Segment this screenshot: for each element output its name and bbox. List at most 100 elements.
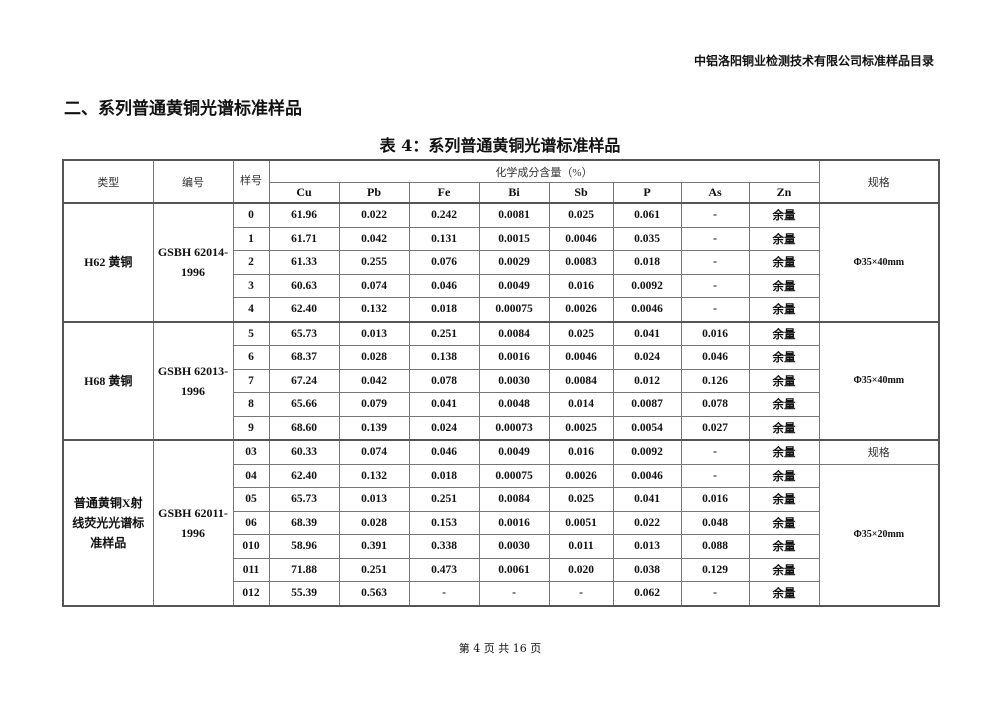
table-row: 010 58.96 0.391 0.338 0.0030 0.011 0.013 0.088 余… (63, 534, 939, 559)
value-cell-pb: 0.042 (338, 368, 410, 393)
value-cell-fe: 0.131 (408, 226, 480, 251)
value-cell-cu: 62.40 (268, 297, 340, 322)
value-cell-sb: 0.020 (548, 557, 614, 582)
value-cell-bi: 0.0030 (478, 534, 550, 559)
value-cell-sb: 0.0026 (548, 297, 614, 322)
value-cell-fe: 0.338 (408, 534, 480, 559)
brass-standards-table: 类型 编号 样号 化学成分含量（%） 规格 Cu Pb Fe Bi Sb P As Zn H6… (62, 159, 941, 607)
value-cell-zn: 余量 (748, 345, 820, 370)
value-cell-pb: 0.391 (338, 534, 410, 559)
sample-no-cell: 6 (232, 345, 270, 370)
value-cell-fe: 0.153 (408, 510, 480, 535)
value-cell-zn: 余量 (748, 581, 820, 606)
table-row: 012 55.39 0.563- - -0.062- 余量 (63, 581, 939, 606)
value-cell-zn: 余量 (748, 557, 820, 582)
value-cell-p: 0.0046 (612, 463, 682, 488)
value-cell-cu: 68.39 (268, 510, 340, 535)
sample-no-cell: 010 (232, 534, 270, 559)
value-cell-pb: 0.074 (338, 439, 410, 465)
value-cell-bi: 0.0048 (478, 392, 550, 417)
sample-no-cell: 2 (232, 250, 270, 275)
code-cell: GSBH 62011-1996 (152, 439, 234, 606)
value-cell-fe: 0.076 (408, 250, 480, 275)
code-cell: GSBH 62013-1996 (152, 320, 234, 441)
value-cell-sb: 0.0046 (548, 345, 614, 370)
value-cell-as: 0.088 (680, 534, 750, 559)
value-cell-cu: 61.96 (268, 202, 340, 228)
value-cell-cu: 65.73 (268, 487, 340, 512)
value-cell-fe: 0.242 (408, 202, 480, 228)
value-cell-bi: 0.0084 (478, 487, 550, 512)
value-cell-p: 0.0046 (612, 297, 682, 322)
header-element-pb: Pb (338, 182, 410, 204)
header-element-zn: Zn (748, 182, 820, 204)
value-cell-as: 0.016 (680, 320, 750, 346)
value-cell-fe: 0.024 (408, 415, 480, 441)
header-type: 类型 (62, 159, 154, 204)
value-cell-cu: 55.39 (268, 581, 340, 606)
value-cell-cu: 67.24 (268, 368, 340, 393)
value-cell-bi: 0.0029 (478, 250, 550, 275)
header-element-bi: Bi (478, 182, 550, 204)
value-cell-cu: 60.33 (268, 439, 340, 465)
header-sample: 样号 (232, 159, 270, 204)
value-cell-zn: 余量 (748, 510, 820, 535)
value-cell-p: 0.038 (612, 557, 682, 582)
table-row: 7 67.24 0.042 0.078 0.0030 0.0084 0.012 0.126 余量 (63, 368, 939, 393)
value-cell-pb: 0.013 (338, 487, 410, 512)
sample-no-cell: 7 (232, 368, 270, 393)
value-cell-sb: 0.016 (548, 439, 614, 465)
value-cell-zn: 余量 (748, 297, 820, 322)
spec-cell: Φ35×40mm (818, 202, 940, 322)
value-cell-zn: 余量 (748, 415, 820, 441)
header-element-sb: Sb (548, 182, 614, 204)
sample-no-cell: 012 (232, 581, 270, 606)
value-cell-sb: 0.016 (548, 273, 614, 298)
value-cell-pb: 0.079 (338, 392, 410, 417)
header-chemical-composition: 化学成分含量（%） (268, 159, 820, 183)
value-cell-cu: 65.73 (268, 320, 340, 346)
page-header: 中铝洛阳铜业检测技术有限公司标准样品目录 (693, 54, 934, 68)
value-cell-as: 0.046 (680, 345, 750, 370)
value-cell-zn: 余量 (748, 368, 820, 393)
value-cell-as: 0.129 (680, 557, 750, 582)
spec-cell: Φ35×20mm (818, 463, 940, 606)
value-cell-sb: 0.025 (548, 202, 614, 228)
value-cell-as: - (680, 439, 750, 465)
value-cell-bi: 0.0015 (478, 226, 550, 251)
page-footer: 第 4 页 共 16 页 (458, 642, 542, 655)
table-row: 6 68.37 0.028 0.138 0.0016 0.0046 0.024 0.046 余量 (63, 345, 939, 370)
sample-no-cell: 4 (232, 297, 270, 322)
value-cell-bi: 0.0030 (478, 368, 550, 393)
value-cell-p: 0.0054 (612, 415, 682, 441)
value-cell-cu: 61.71 (268, 226, 340, 251)
value-cell-pb: 0.022 (338, 202, 410, 228)
value-cell-pb: 0.013 (338, 320, 410, 346)
table-row: 普通黄铜X射线荧光光谱标准样品 GSBH 62011-1996 03 60.33 0.0… (62, 439, 940, 606)
value-cell-fe: 0.046 (408, 439, 480, 465)
value-cell-zn: 余量 (748, 439, 820, 465)
value-cell-p: 0.012 (612, 368, 682, 393)
value-cell-p: 0.0092 (612, 439, 682, 465)
value-cell-pb: 0.255 (338, 250, 410, 275)
value-cell-fe: 0.041 (408, 392, 480, 417)
value-cell-as: - (680, 463, 750, 488)
value-cell-pb: 0.074 (338, 273, 410, 298)
value-cell-fe: 0.138 (408, 345, 480, 370)
sample-no-cell: 8 (232, 392, 270, 417)
sample-no-cell: 011 (232, 557, 270, 582)
value-cell-sb: 0.0083 (548, 250, 614, 275)
value-cell-as: 0.126 (680, 368, 750, 393)
header-element-cu: Cu (268, 182, 340, 204)
value-cell-fe: 0.473 (408, 557, 480, 582)
section-title: 二、系列普通黄铜光谱标准样品 (64, 99, 302, 119)
value-cell-sb: 0.0046 (548, 226, 614, 251)
value-cell-zn: 余量 (748, 487, 820, 512)
sample-no-cell: 9 (232, 415, 270, 441)
value-cell-bi: 0.0061 (478, 557, 550, 582)
value-cell-fe: - (408, 581, 480, 606)
table-row: H62 黄铜 GSBH 62014-1996 0 61.96 0.022 0.242 0.0… (62, 202, 940, 322)
value-cell-p: 0.0087 (612, 392, 682, 417)
value-cell-zn: 余量 (748, 250, 820, 275)
value-cell-p: 0.041 (612, 320, 682, 346)
